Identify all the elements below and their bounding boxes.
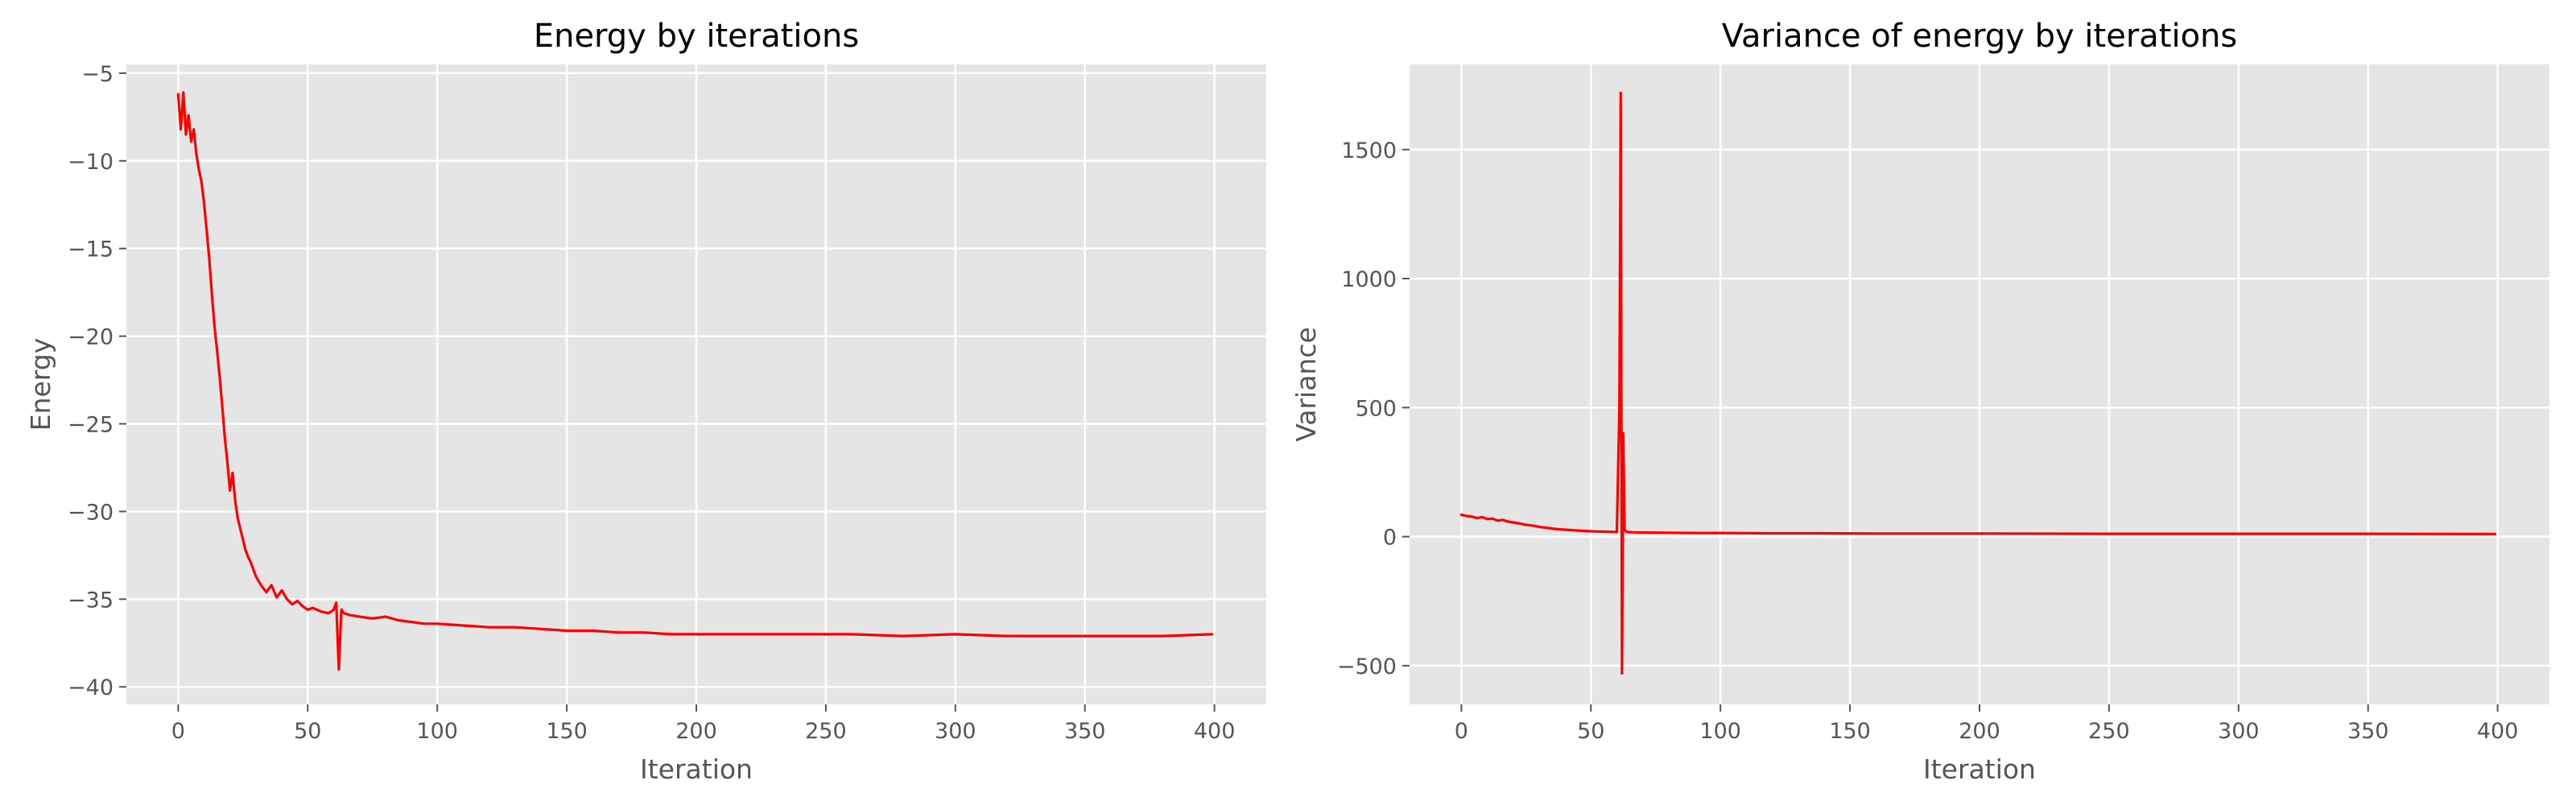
series-line xyxy=(176,91,1214,671)
x-tick-label: 250 xyxy=(2088,719,2130,744)
x-tick-label: 300 xyxy=(935,719,976,744)
energy-chart-panel: 0 50 100 150 200 250 300 350 400 −40 −35 −30 −25 −20 −… xyxy=(25,18,1266,785)
y-tick-label: −40 xyxy=(68,675,114,700)
y-tick-label: −500 xyxy=(1337,654,1397,679)
y-tick-label: −10 xyxy=(68,150,114,175)
x-tick-label: 400 xyxy=(2477,719,2519,744)
y-axis-label: Variance xyxy=(1290,327,1322,442)
chart-title: Variance of energy by iterations xyxy=(1722,18,2237,55)
y-tick-label: −25 xyxy=(68,413,114,438)
chart-title: Energy by iterations xyxy=(534,18,859,55)
x-axis-label: Iteration xyxy=(640,753,753,785)
x-tick-label: 150 xyxy=(1829,719,1871,744)
x-tick-label: 100 xyxy=(1699,719,1741,744)
y-tick-label: −30 xyxy=(68,500,114,525)
x-tick-label: 0 xyxy=(171,719,185,744)
x-tick-label: 200 xyxy=(675,719,717,744)
y-tick-label: −35 xyxy=(68,588,114,613)
x-tick-label: 300 xyxy=(2218,719,2260,744)
y-tick-label: −20 xyxy=(68,325,114,350)
y-tick-label: −15 xyxy=(68,237,114,262)
x-tick-label: 400 xyxy=(1194,719,1236,744)
x-tick-label: 100 xyxy=(416,719,458,744)
y-tick-label: −5 xyxy=(81,62,114,87)
x-axis-label: Iteration xyxy=(1923,753,2036,785)
y-tick-label: 1500 xyxy=(1341,138,1397,163)
y-axis-label: Energy xyxy=(25,338,56,431)
y-tick-label: 1000 xyxy=(1341,267,1397,292)
x-tick-label: 200 xyxy=(1959,719,2000,744)
x-tick-label: 50 xyxy=(294,719,321,744)
variance-chart-panel: 0 50 100 150 200 250 300 350 400 −500 0 500 1000 1500… xyxy=(1290,18,2549,785)
y-tick-label: 500 xyxy=(1355,396,1397,421)
series-line xyxy=(1459,91,2496,675)
x-tick-label: 0 xyxy=(1455,719,1468,744)
x-tick-label: 350 xyxy=(1064,719,1106,744)
x-tick-label: 350 xyxy=(2347,719,2389,744)
x-tick-label: 50 xyxy=(1577,719,1604,744)
y-tick-label: 0 xyxy=(1383,526,1397,551)
x-tick-label: 150 xyxy=(546,719,588,744)
x-tick-label: 250 xyxy=(805,719,847,744)
